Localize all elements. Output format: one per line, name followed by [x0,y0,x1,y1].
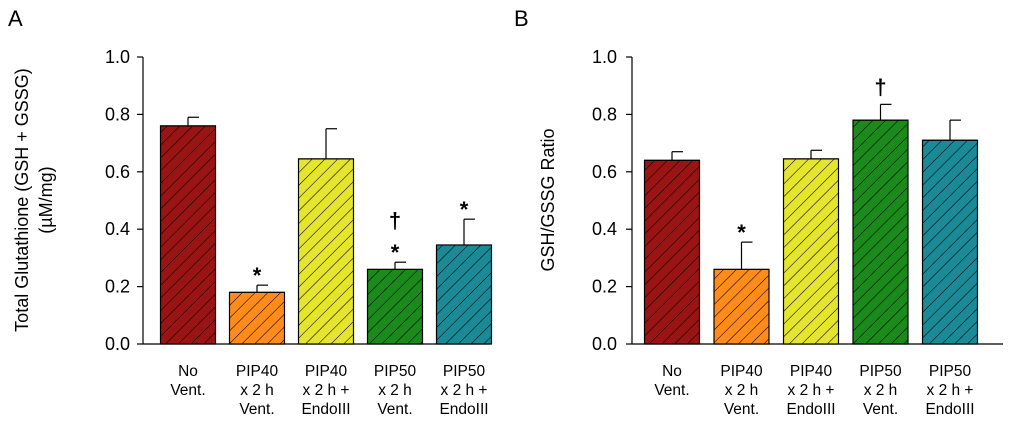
panel-b-bar-hatch [643,159,701,345]
panel-b-category-label: PIP50 [929,363,972,380]
panel-b-y-tick-label: 0.4 [592,219,617,239]
panel-b-category-label: Vent. [654,382,689,399]
panel-a-category-label: Vent. [170,382,205,399]
panel-a-y-tick-label: 1.0 [105,47,130,67]
panel-b-category-label: No [662,363,682,380]
panel-a-chart: 0.0 0.2 0.4 0.6 0.8 1.0 Total Glutathione (GSH… [12,47,493,418]
panel-a-category-label: Vent. [239,401,274,418]
panel-b-y-tick-label: 0.6 [592,162,617,182]
panel-b-bar-hatch [713,268,770,345]
panel-b-category-label: x 2 h [864,382,898,399]
panel-a-category-label: EndoIII [301,401,350,418]
panel-b-y-tick-label: 0.0 [592,334,617,354]
panel-a-bar-hatch [297,158,355,345]
panel-a-y-tick-label: 0.4 [105,219,130,239]
panel-b-category-label: Vent. [863,401,898,418]
panel-a-y-axis-title-units: (µM/mg) [36,166,56,233]
panel-b-category-label: EndoIII [925,401,974,418]
panel-b-category-label: x 2 h + [927,382,974,399]
panel-a-bar-hatch [366,268,424,345]
panel-a-y-tick-label: 0.8 [105,104,130,124]
panel-a-significance-star: * [253,263,262,288]
panel-a-y-tick-label: 0.2 [105,277,130,297]
panel-a-y-tick-label: 0.0 [105,334,130,354]
panel-b-letter: B [514,6,529,31]
panel-a-category-label: EndoIII [439,401,488,418]
panel-a-category-label: PIP40 [305,363,348,380]
panel-a-letter: A [8,6,23,31]
panel-b-category-label: PIP40 [790,363,833,380]
panel-b-bar-hatch [852,119,909,345]
panel-a-significance-star: * [391,240,400,265]
panel-b-y-tick-label: 0.8 [592,104,617,124]
panel-a-category-label: x 2 h [240,382,274,399]
panel-a-category-label: x 2 h + [303,382,350,399]
panel-a-bar-hatch [435,244,493,345]
panel-a-category-label: Vent. [377,401,412,418]
panel-a-bar-hatch [159,125,217,345]
panel-b-y-axis-title: GSH/GSSG Ratio [538,128,558,271]
panel-a-y-tick-label: 0.6 [105,162,130,182]
panel-b-y-tick-label: 1.0 [592,47,617,67]
panel-a-category-label: PIP50 [443,363,486,380]
panel-b-significance-star: * [737,220,746,245]
panel-a-bar-hatch [228,291,286,345]
panel-a-category-label: x 2 h + [441,382,488,399]
panel-a-y-axis-title: Total Glutathione (GSH + GSSG) [12,68,32,332]
panel-b-bar-hatch [921,139,979,345]
panel-b-category-label: PIP50 [859,363,902,380]
panel-a-significance-star: * [460,197,469,222]
panel-b-category-label: Vent. [724,401,759,418]
panel-a-category-label: PIP50 [374,363,417,380]
panel-b-category-label: x 2 h + [788,382,835,399]
panel-b-bar-hatch [782,158,840,345]
panel-b-category-label: PIP40 [720,363,763,380]
panel-a-category-label: PIP40 [236,363,279,380]
panel-a-significance-dagger: † [389,208,401,233]
panel-a-category-label: x 2 h [378,382,412,399]
panel-b-y-tick-label: 0.2 [592,277,617,297]
panel-b-category-label: EndoIII [786,401,835,418]
panel-b-chart: 0.0 0.2 0.4 0.6 0.8 1.0 GSH/GSSG Ratio No Vent. *… [538,47,1003,418]
panel-b-significance-dagger: † [874,74,886,99]
panel-a-category-label: No [178,363,198,380]
panel-b-category-label: x 2 h [725,382,759,399]
